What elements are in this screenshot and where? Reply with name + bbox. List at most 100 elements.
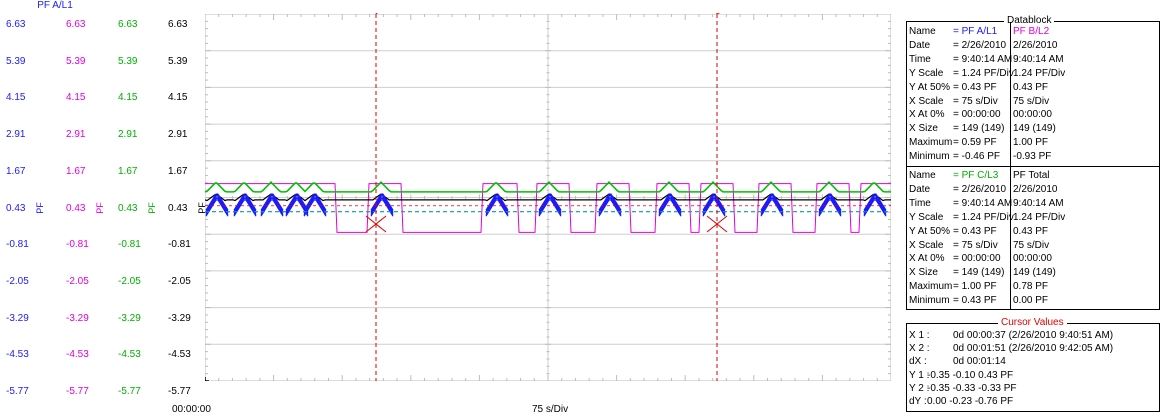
- datablock-value-col2: 0.78 PF: [1013, 281, 1049, 293]
- cursor-value-label: Y 2 :: [909, 382, 930, 394]
- chart-title: PF A/L1: [37, 0, 73, 11]
- trace-pf-a-l1-burst: [702, 196, 726, 214]
- datablock-label: Y Scale: [909, 67, 944, 79]
- trace-pf-a-l1-burst: [658, 196, 682, 214]
- cursor-value-label: Y 1 :: [909, 369, 930, 381]
- trace-pf-a-l1-burst: [303, 199, 327, 217]
- trace-pf-a-l1-burst: [818, 197, 842, 215]
- datablock-divider-h: [907, 166, 1159, 167]
- y-ticks-l2-4: 1.67: [66, 165, 86, 177]
- datablock-value-col1: = 9:40:14 AM: [953, 197, 1013, 209]
- datablock-label: Minimum: [909, 151, 950, 163]
- y-ticks-total-6: -0.81: [168, 239, 191, 251]
- datablock-label: Time: [909, 197, 931, 209]
- trace-pf-a-l1-burst: [233, 197, 257, 215]
- datablock-label: Y At 50%: [909, 225, 950, 237]
- y-ticks-l2-0: 6.63: [66, 19, 86, 30]
- y-ticks-l1-2: 4.15: [6, 92, 26, 104]
- datablock-value-col2: 0.00 PF: [1013, 295, 1049, 307]
- y-ticks-total-5: 0.43: [168, 202, 188, 214]
- datablock-value-col1: = 149 (149): [953, 267, 1005, 279]
- y-ticks-l3-10: -5.77: [118, 386, 141, 397]
- cursor-value-text: -0.35 -0.33 -0.33 PF: [927, 382, 1017, 394]
- trace-pf-a-l1-burst: [485, 197, 509, 215]
- y-ticks-l2-2: 4.15: [66, 92, 86, 104]
- trace-pf-a-l1-burst: [863, 193, 887, 211]
- y-ticks-l1-9: -4.53: [6, 349, 29, 361]
- cursor-value-label: X 2 :: [909, 343, 930, 355]
- trace-pf-a-l1-burst: [260, 199, 284, 217]
- datablock-value-col2: -0.93 PF: [1013, 151, 1052, 163]
- trace-pf-a-l1-burst: [818, 196, 842, 214]
- chart-traces: [205, 180, 891, 233]
- trace-pf-a-l1-burst: [538, 196, 562, 214]
- datablock-panel: Datablock Name = PF A/L1 PF B/L2 Date = 2/26…: [906, 15, 1160, 310]
- y-ticks-l1-3: 2.91: [6, 129, 26, 141]
- datablock-label: Maximum: [909, 281, 953, 293]
- cursor-value-text: -0.35 -0.10 0.43 PF: [927, 369, 1014, 381]
- trace-pf-a-l1-burst: [233, 199, 257, 217]
- datablock-value-col2: 149 (149): [1013, 267, 1056, 279]
- trace-pf-c-l3: [205, 180, 891, 193]
- y-ticks-l3-9: -4.53: [118, 349, 141, 361]
- trace-pf-a-l1-burst: [370, 199, 394, 217]
- datablock-label: Date: [909, 183, 931, 195]
- y-ticks-l2-9: -4.53: [66, 349, 89, 361]
- trace-pf-a-l1-burst: [760, 196, 784, 214]
- trace-pf-a-l1-burst: [485, 199, 509, 217]
- datablock-value-col1: = 1.24 PF/Div: [953, 211, 1014, 223]
- trace-pf-a-l1-burst: [205, 196, 229, 214]
- y-ticks-l3-5: 0.43: [118, 202, 138, 214]
- trace-pf-a-l1-burst: [702, 193, 726, 211]
- datablock-label: Y Scale: [909, 211, 944, 223]
- trace-pf-a-l1-burst: [370, 197, 394, 215]
- trace-pf-a-l1-burst: [260, 196, 284, 214]
- y-ticks-l2-5: 0.43: [66, 202, 86, 214]
- y-ticks-l1-1: 5.39: [6, 55, 26, 67]
- trace-pf-a-l1-burst: [863, 199, 887, 217]
- datablock-label: Y At 50%: [909, 81, 950, 93]
- trace-pf-a-l1-burst: [702, 197, 726, 215]
- datablock-value-col2: PF B/L2: [1013, 26, 1050, 37]
- trace-pf-a-l1-burst: [538, 199, 562, 217]
- cursor-value-text: 0d 00:00:37 (2/26/2010 9:40:51 AM): [953, 330, 1114, 341]
- datablock-label: X Scale: [909, 95, 944, 107]
- y-ticks-l3-0: 6.63: [118, 19, 138, 30]
- datablock-value-col1: = 2/26/2010: [953, 39, 1007, 51]
- datablock-value-col2: 2/26/2010: [1013, 39, 1058, 51]
- trace-pf-a-l1-burst: [303, 193, 327, 211]
- y-ticks-total-7: -2.05: [168, 275, 191, 287]
- trace-pf-a-l1-burst: [760, 193, 784, 211]
- y-ticks-l3-1: 5.39: [118, 55, 138, 67]
- datablock-label: Name: [909, 170, 936, 181]
- cursor-value-label: X 1 :: [909, 330, 930, 341]
- datablock-label: Maximum: [909, 137, 953, 149]
- datablock-label: X Size: [909, 267, 938, 279]
- y-ticks-total-2: 4.15: [168, 92, 188, 104]
- datablock-value-col1: = -0.46 PF: [953, 151, 1000, 163]
- trace-pf-a-l1-burst: [658, 197, 682, 215]
- chart-plot-area[interactable]: [205, 14, 891, 381]
- trace-pf-a-l1-burst: [233, 193, 257, 211]
- y-ticks-l2-8: -3.29: [66, 312, 89, 324]
- y-ticks-total-3: 2.91: [168, 129, 188, 141]
- datablock-value-col2: 1.24 PF/Div: [1013, 67, 1066, 79]
- datablock-value-col2: 9:40:14 AM: [1013, 197, 1064, 209]
- y-ticks-total-9: -4.53: [168, 349, 191, 361]
- y-ticks-total-1: 5.39: [168, 55, 188, 67]
- y-ticks-l3-3: 2.91: [118, 129, 138, 141]
- trace-pf-a-l1-burst: [863, 196, 887, 214]
- trace-pf-a-l1-burst: [233, 196, 257, 214]
- y-ticks-total-8: -3.29: [168, 312, 191, 324]
- trace-pf-a-l1-burst: [205, 197, 229, 215]
- datablock-label: Date: [909, 39, 931, 51]
- cursor-values-title: Cursor Values: [998, 317, 1067, 329]
- cursor-value-label: dY :: [909, 396, 927, 407]
- trace-pf-a-l1-burst: [702, 199, 726, 217]
- datablock-value-col2: 2/26/2010: [1013, 183, 1058, 195]
- trace-pf-a-l1-burst: [863, 197, 887, 215]
- datablock-value-col2: 149 (149): [1013, 123, 1056, 135]
- y-ticks-l1-7: -2.05: [6, 275, 29, 287]
- y-ticks-l1-5: 0.43: [6, 202, 26, 214]
- cursor-2-marker: [706, 215, 728, 233]
